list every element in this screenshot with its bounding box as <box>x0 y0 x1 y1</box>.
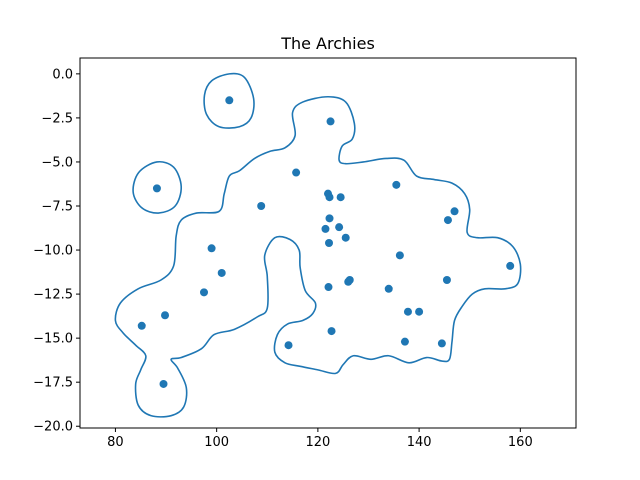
y-tick-label: −17.5 <box>33 376 73 391</box>
data-point-17 <box>207 244 216 253</box>
data-point-34 <box>437 339 446 348</box>
data-point-26 <box>506 261 515 270</box>
data-point-31 <box>327 327 336 336</box>
y-tick-label: −10.0 <box>33 244 73 259</box>
data-point-33 <box>400 337 409 346</box>
y-tick-label: −20.0 <box>33 420 73 435</box>
contour-line-2 <box>132 160 183 214</box>
data-point-4 <box>292 168 301 177</box>
x-tick-label: 140 <box>407 435 432 450</box>
contour-line-1 <box>203 72 255 129</box>
data-point-23 <box>324 283 333 292</box>
data-point-11 <box>335 223 344 232</box>
data-point-12 <box>341 233 350 242</box>
data-point-1 <box>225 96 234 105</box>
data-point-27 <box>137 321 146 330</box>
x-tick-label: 160 <box>508 435 533 450</box>
data-point-29 <box>403 307 412 316</box>
plot-area-frame <box>79 57 577 429</box>
y-tick-label: −7.5 <box>41 200 73 215</box>
data-point-28 <box>161 311 170 320</box>
x-tick-label: 100 <box>204 435 229 450</box>
data-point-3 <box>152 184 161 193</box>
y-tick-label: 0.0 <box>52 67 73 82</box>
data-point-20 <box>395 251 404 260</box>
x-axis: 80 100 120 140 160 <box>107 428 533 450</box>
data-point-13 <box>325 239 334 247</box>
contour-line-3 <box>114 95 522 418</box>
x-tick-label: 120 <box>305 435 330 450</box>
data-point-16 <box>443 216 452 225</box>
data-point-7 <box>325 193 334 202</box>
y-tick-label: −2.5 <box>41 111 73 126</box>
y-tick-label: −15.0 <box>33 332 73 347</box>
contour-layer <box>114 72 522 418</box>
data-point-14 <box>392 180 401 189</box>
data-point-32 <box>284 341 293 350</box>
data-point-2 <box>326 117 335 126</box>
y-tick-label: −5.0 <box>41 155 73 170</box>
data-point-10 <box>321 224 330 233</box>
data-point-22 <box>344 277 353 286</box>
y-axis: 0.0 −2.5 −5.0 −7.5 −10.0 −12.5 −15.0 −17.5 −20.0 <box>33 67 80 435</box>
scatter-points <box>137 96 515 388</box>
data-point-35 <box>159 379 168 388</box>
data-point-9 <box>325 214 334 223</box>
data-point-5 <box>257 202 266 210</box>
data-point-15 <box>450 207 459 216</box>
chart-title: The Archies <box>280 34 375 53</box>
data-point-30 <box>415 307 424 316</box>
data-point-18 <box>217 268 226 277</box>
data-point-24 <box>384 284 393 293</box>
data-point-8 <box>336 193 345 202</box>
data-point-25 <box>442 276 451 284</box>
data-point-19 <box>200 288 208 297</box>
x-tick-label: 80 <box>107 435 124 450</box>
y-tick-label: −12.5 <box>33 288 73 303</box>
